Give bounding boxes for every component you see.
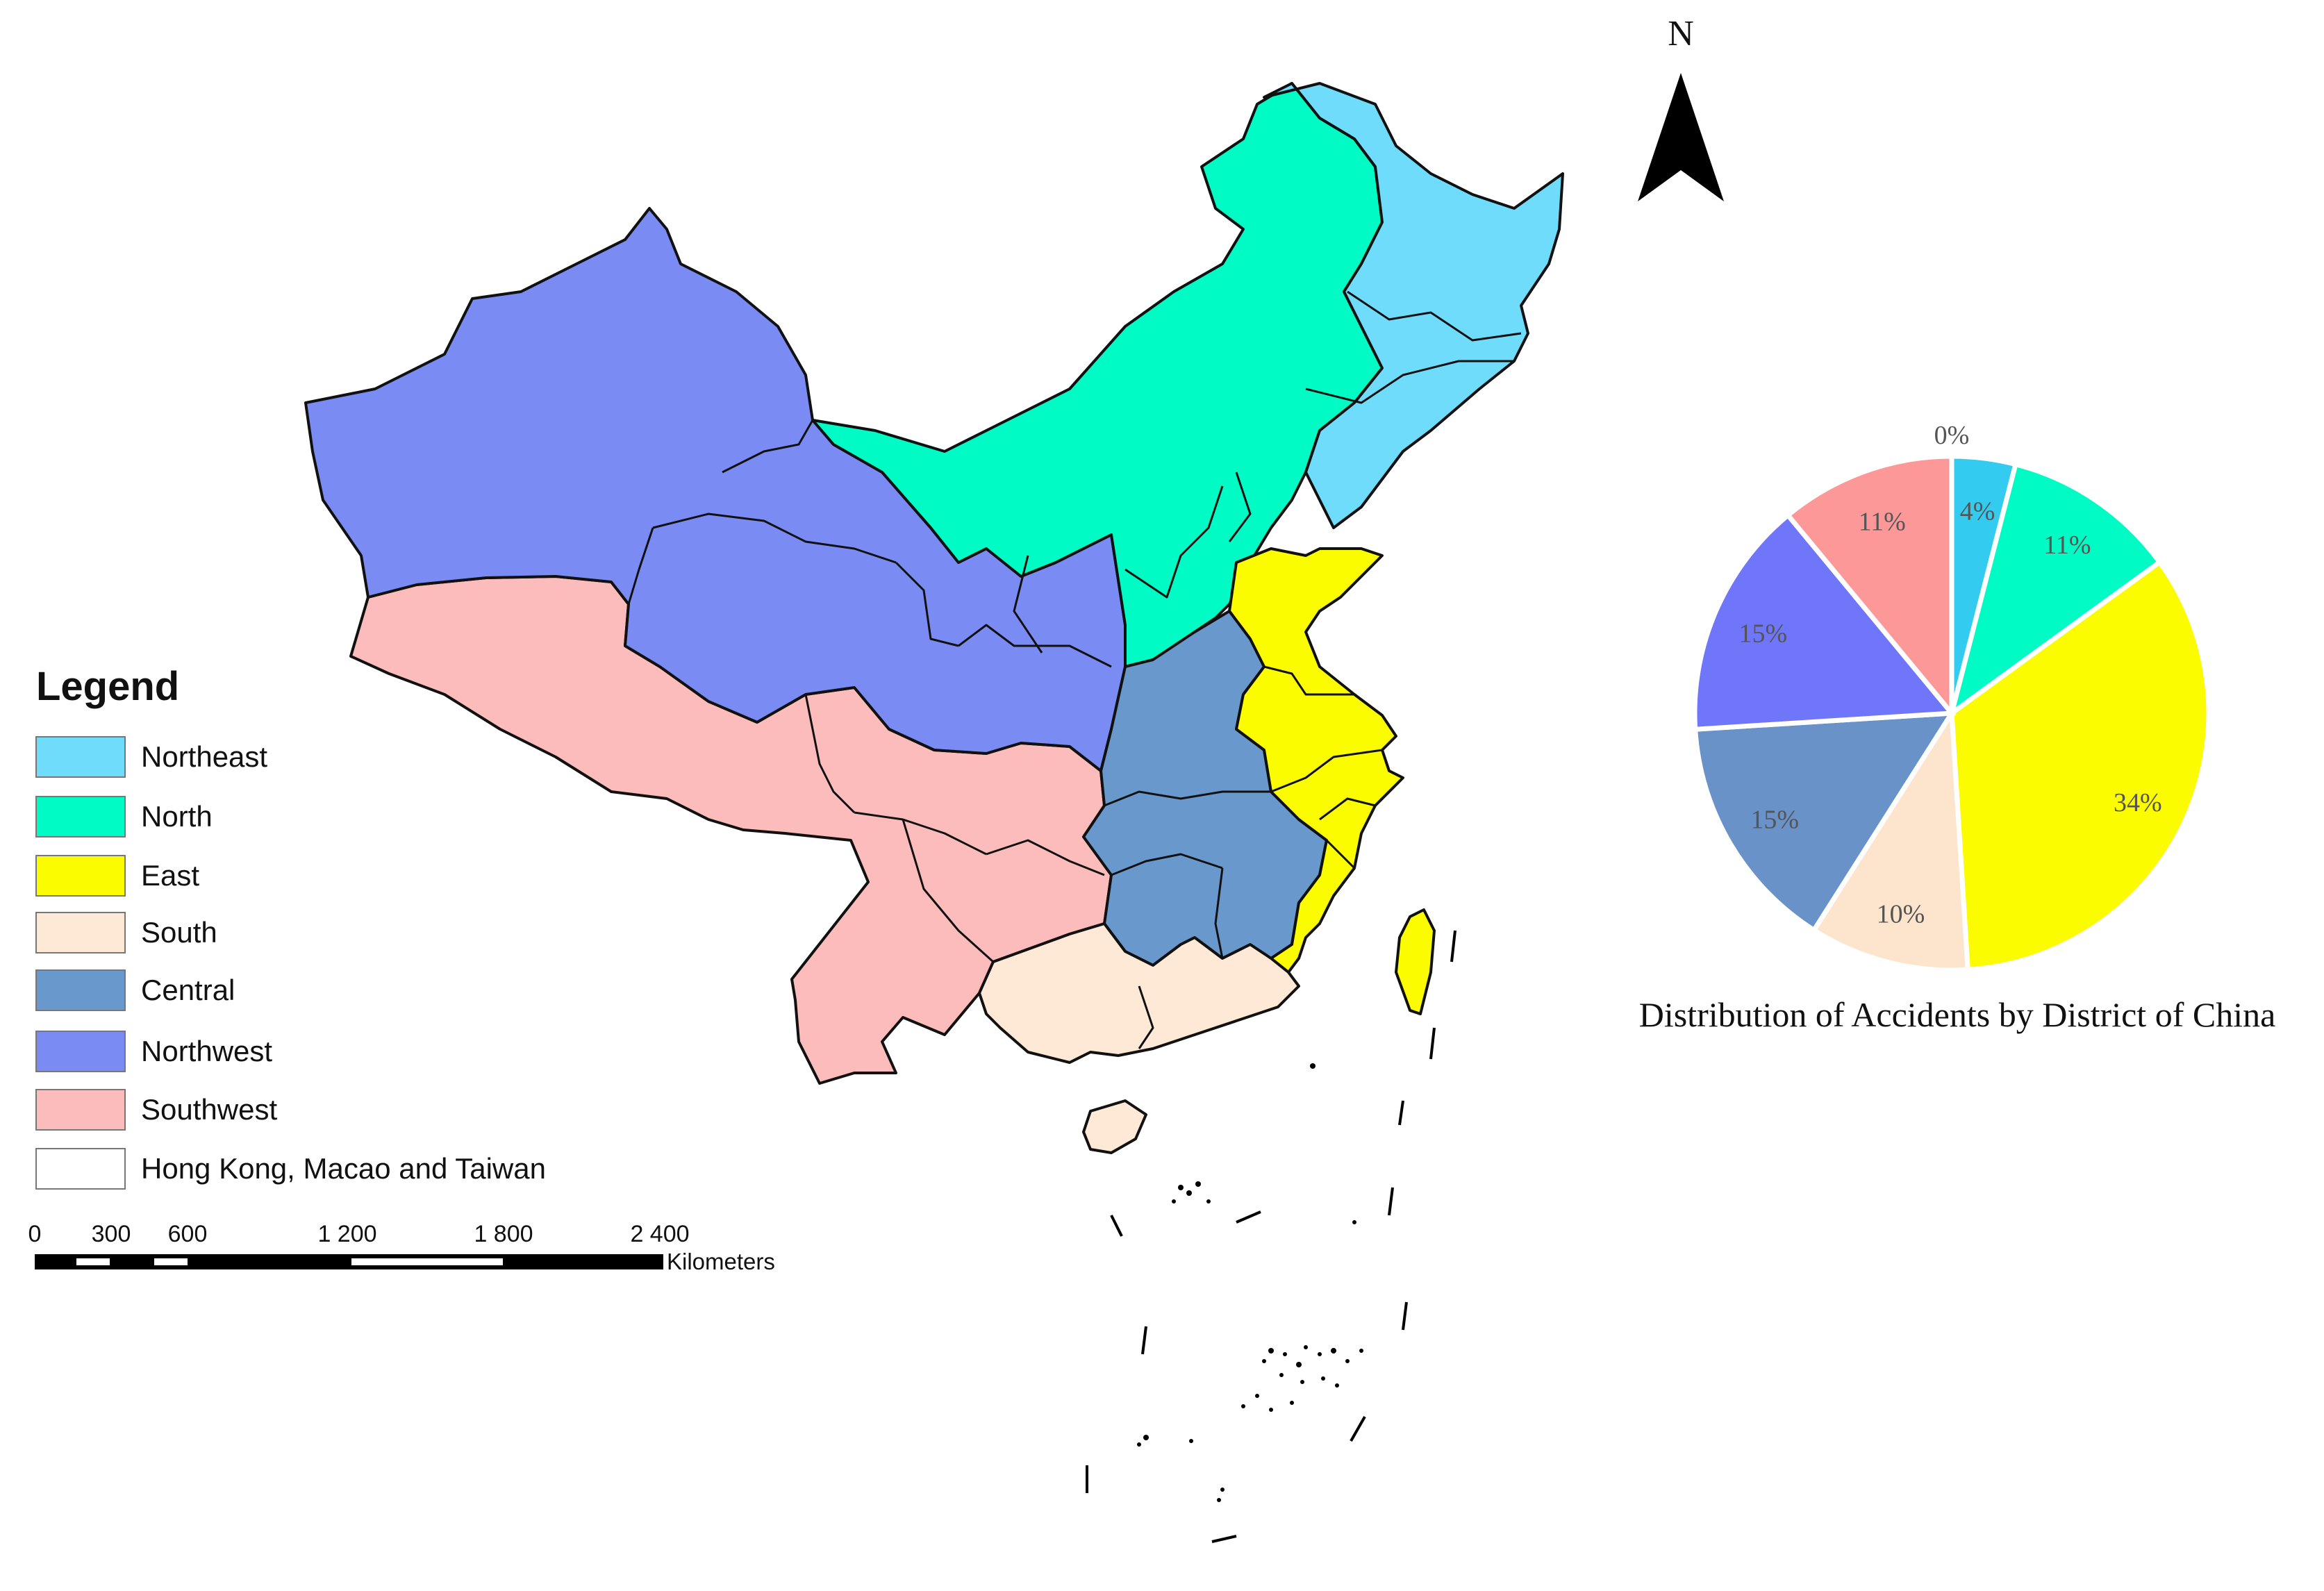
pie-slice-4 xyxy=(1810,706,1970,973)
legend-swatch-4 xyxy=(35,969,126,1011)
pie-slice-6 xyxy=(1692,511,1957,732)
pie-slice-3 xyxy=(1949,558,2211,973)
north-arrow-icon xyxy=(1638,73,1724,201)
legend-title: Legend xyxy=(36,664,179,709)
scale-tick-label-3: 1 200 xyxy=(317,1221,376,1247)
province-borders xyxy=(627,290,1522,1049)
scale-bar-gap-1 xyxy=(76,1258,110,1265)
scale-tick-label-0: 0 xyxy=(28,1221,42,1247)
scale-tick-label-1: 300 xyxy=(92,1221,131,1247)
scale-tick-label-2: 600 xyxy=(168,1221,208,1247)
north-arrow-label: N xyxy=(1668,14,1694,53)
legend-items: Northeast North East South Central Northwest S… xyxy=(35,736,546,1190)
pie-label-4: 10% xyxy=(1877,900,1925,929)
pie-label-1: 4% xyxy=(1960,497,1995,526)
pie-chart: 0% 4% 11% 34% 10% 15% 15% 11% Distribution of A… xyxy=(1639,421,2276,1034)
pie-label-6: 15% xyxy=(1738,619,1787,648)
scale-ticks: 0 300 600 1 200 1 800 2 400 xyxy=(28,1221,690,1247)
islands xyxy=(1137,1063,1363,1502)
legend-label-6: Southwest xyxy=(141,1093,277,1126)
scale-bar-bar xyxy=(35,1254,663,1269)
region-northeast xyxy=(1263,82,1564,529)
nine-dash-line xyxy=(1086,930,1456,1543)
region-south xyxy=(978,922,1300,1064)
legend-label-0: Northeast xyxy=(141,740,267,773)
pie-labels: 0% 4% 11% 34% 10% 15% 15% 11% xyxy=(1738,421,2161,929)
region-taiwan xyxy=(1395,908,1436,1015)
pie-slice-2 xyxy=(1948,461,2164,719)
pie-label-2: 11% xyxy=(2043,531,2091,560)
pie-label-5: 15% xyxy=(1750,806,1799,835)
legend-label-4: Central xyxy=(141,974,235,1006)
region-hainan xyxy=(1082,1099,1147,1154)
pie-label-0: 0% xyxy=(1934,421,1970,450)
legend-label-2: East xyxy=(141,859,199,892)
scale-tick-label-4: 1 800 xyxy=(474,1221,533,1247)
legend-label-7: Hong Kong, Macao and Taiwan xyxy=(141,1152,546,1185)
legend-swatch-1 xyxy=(35,796,126,838)
legend-swatch-6 xyxy=(35,1089,126,1131)
scale-unit: Kilometers xyxy=(667,1249,775,1274)
legend-swatch-7 xyxy=(35,1148,126,1190)
legend-label-1: North xyxy=(141,800,213,833)
legend-swatch-2 xyxy=(35,855,126,897)
legend: Legend NortheastNorthEastSouthCentralNor… xyxy=(35,664,546,1190)
legend-label-5: Northwest xyxy=(141,1035,272,1067)
chart-title: Distribution of Accidents by District of… xyxy=(1639,995,2276,1034)
pie-label-7: 11% xyxy=(1859,508,1906,537)
pie-slices xyxy=(1692,453,2211,973)
legend-label-3: South xyxy=(141,916,217,949)
pie-label-3: 34% xyxy=(2114,788,2162,817)
china-map xyxy=(304,82,1564,1154)
legend-swatch-3 xyxy=(35,912,126,953)
scale-bar-gap-3 xyxy=(351,1258,503,1265)
pie-slice-7 xyxy=(1784,453,1954,720)
legend-swatch-5 xyxy=(35,1031,126,1072)
scale-bar: 0 300 600 1 200 1 800 2 400 Kilometers xyxy=(28,1221,775,1274)
legend-swatch-0 xyxy=(35,736,126,778)
scale-tick-label-5: 2 400 xyxy=(630,1221,689,1247)
pie-slice-5 xyxy=(1692,710,1957,934)
scale-bar-gap-2 xyxy=(154,1258,188,1265)
north-arrow: N xyxy=(1638,14,1724,201)
